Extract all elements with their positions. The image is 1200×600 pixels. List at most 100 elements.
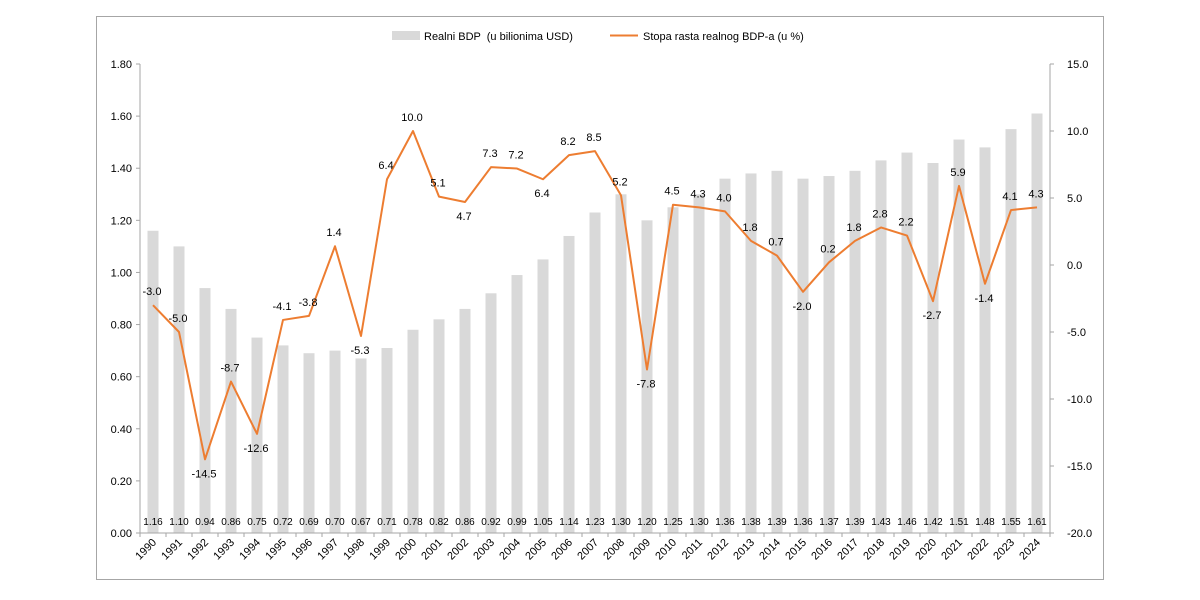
line-value-label: 6.4 [378,160,393,172]
bar-value-label: 1.39 [767,517,787,528]
bar-value-label: 1.39 [845,517,865,528]
right-tick-label: 0.0 [1067,260,1082,272]
bar [563,235,575,533]
bar-value-label: 0.75 [247,517,267,528]
bar [875,160,887,533]
bar-value-label: 0.86 [455,517,475,528]
legend: Realni BDP (u bilionima USD) Stopa rasta… [392,31,804,43]
x-tick-label: 2018 [861,537,887,563]
x-tick-label: 2001 [419,537,445,563]
bar [641,220,653,534]
x-tick-label: 1999 [367,537,393,563]
bar [1031,113,1043,533]
right-tick-label: -15.0 [1067,461,1092,473]
x-tick-label: 2004 [497,537,523,563]
bar-value-label: 1.30 [611,517,631,528]
x-tick-label: 2010 [653,537,679,563]
x-tick-label: 2008 [601,537,627,563]
x-tick-label: 1991 [159,537,185,563]
left-tick-label: 0.20 [111,476,132,488]
bar-value-label: 0.94 [195,517,215,528]
bar-value-label: 1.46 [897,517,917,528]
bar-value-label: 1.51 [949,517,969,528]
growth-rate-line [152,130,1038,461]
chart-area [96,16,1104,580]
right-tick-label: -20.0 [1067,528,1092,540]
line-value-label: -5.0 [169,313,188,325]
x-tick-label: 1997 [315,537,341,563]
line-value-label: -5.3 [351,345,370,357]
bar-value-label: 1.61 [1027,517,1047,528]
x-tick-label: 1993 [211,537,237,563]
x-tick-label: 2007 [575,537,601,563]
left-tick-label: 0.00 [111,528,132,540]
x-tick-label: 2002 [445,537,471,563]
x-tick-label: 2013 [731,537,757,563]
bar [303,353,315,533]
bar-value-label: 1.25 [663,517,683,528]
x-tick-label: 1996 [289,537,315,563]
line-value-label: -3.0 [143,286,162,298]
line-value-label: 1.4 [326,227,341,239]
line-value-label: 4.5 [664,186,679,198]
left-tick-label: 1.80 [111,59,132,71]
line-value-label: 1.8 [846,222,861,234]
x-tick-label: 2006 [549,537,575,563]
x-tick-label: 2011 [680,537,705,562]
x-tick-label: 2021 [939,537,965,563]
line-value-label: -2.0 [793,301,812,313]
bar [667,207,679,534]
left-tick-label: 1.60 [111,111,132,123]
line-value-label: -7.8 [637,379,656,391]
x-tick-label: 2023 [991,537,1017,563]
bar-value-label: 1.36 [715,517,735,528]
bar [381,348,393,533]
x-tick-label: 1995 [263,537,289,563]
bar-value-label: 0.69 [299,517,319,528]
right-tick-label: 5.0 [1067,193,1082,205]
legend-label-line: Stopa rasta realnog BDP-a (u %) [643,31,804,43]
bar [589,212,601,533]
bar [251,337,263,533]
x-tick-label: 2012 [705,537,731,563]
bar-value-label: 1.14 [559,517,579,528]
bar-value-label: 1.36 [793,517,813,528]
line-value-label: 4.1 [1002,191,1017,203]
line-value-label: -1.4 [975,293,994,305]
bar [953,139,965,534]
bar [693,194,705,533]
bar [1005,129,1017,533]
bar-value-label: 1.48 [975,517,995,528]
line-value-label: -14.5 [191,468,216,480]
bar-value-label: 1.30 [689,517,709,528]
bar [329,350,341,533]
bar [901,152,913,534]
bar-value-label: 0.72 [273,517,293,528]
bar-value-label: 0.71 [377,517,397,528]
line-value-label: 0.7 [768,237,783,249]
bar [459,308,471,533]
x-tick-label: 2017 [835,537,861,563]
bar [537,259,549,533]
x-tick-label: 2024 [1017,537,1043,563]
line-value-label: 5.9 [950,167,965,179]
line-value-label: 8.5 [586,132,601,144]
line-value-label: 4.7 [456,211,471,223]
bar-value-label: 0.99 [507,517,527,528]
line-value-label: 5.2 [612,176,627,188]
bar [225,308,237,533]
bar-value-label: 1.38 [741,517,761,528]
bar [927,163,939,533]
left-tick-label: 1.00 [111,267,132,279]
x-tick-label: 2016 [809,537,835,563]
bar [979,147,991,533]
x-tick-label: 2020 [913,537,939,563]
left-tick-label: 1.20 [111,215,132,227]
bar-value-label: 0.86 [221,517,241,528]
bar-value-label: 0.82 [429,517,449,528]
x-tick-label: 2019 [887,537,913,563]
bar-value-label: 0.67 [351,517,371,528]
bar-value-label: 1.43 [871,517,891,528]
bar [355,358,367,533]
line-value-label: 2.2 [898,217,913,229]
